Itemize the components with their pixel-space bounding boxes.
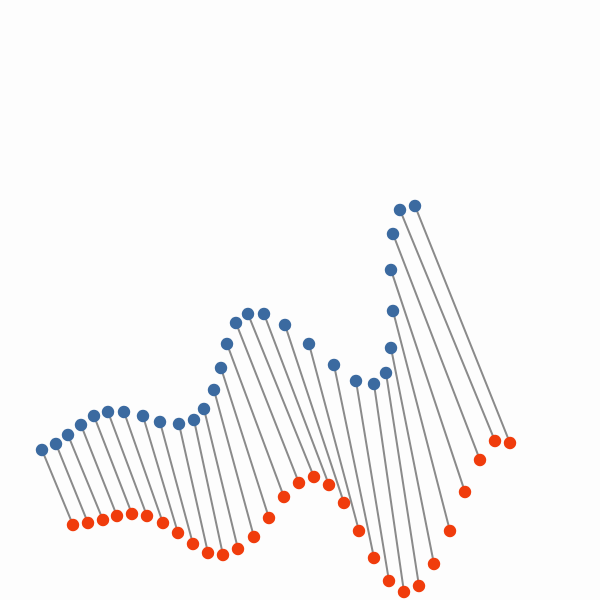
- connector-line: [392, 233, 481, 461]
- connector-line: [142, 415, 179, 534]
- connector-line: [107, 411, 148, 517]
- connector-line: [203, 408, 239, 550]
- connector-line: [193, 419, 224, 556]
- series-a-point: [257, 307, 271, 321]
- series-b-point: [307, 470, 321, 484]
- series-a-point: [384, 263, 398, 277]
- series-b-point: [458, 485, 472, 499]
- connector-line: [41, 449, 74, 526]
- connector-line: [390, 347, 435, 565]
- series-a-point: [386, 304, 400, 318]
- series-a-point: [87, 409, 101, 423]
- connector-line: [390, 269, 466, 493]
- series-b-point: [262, 511, 276, 525]
- series-b-point: [140, 509, 154, 523]
- connector-line: [333, 364, 375, 559]
- series-a-point: [379, 366, 393, 380]
- series-a-point: [101, 405, 115, 419]
- series-a-point: [386, 227, 400, 241]
- series-a-point: [136, 409, 150, 423]
- series-a-point: [207, 383, 221, 397]
- connector-line: [67, 434, 104, 521]
- series-b-point: [473, 453, 487, 467]
- series-b-layer: [66, 434, 517, 599]
- connector-line: [399, 209, 496, 442]
- series-a-point: [197, 402, 211, 416]
- series-a-point: [229, 316, 243, 330]
- series-a-point: [49, 437, 63, 451]
- series-a-layer: [35, 199, 422, 457]
- series-a-point: [74, 418, 88, 432]
- connector-line: [385, 372, 420, 587]
- series-b-point: [292, 476, 306, 490]
- series-a-point: [393, 203, 407, 217]
- series-b-point: [81, 516, 95, 530]
- series-b-point: [171, 526, 185, 540]
- connector-line: [392, 310, 451, 532]
- connector-line: [247, 313, 315, 478]
- series-a-point: [214, 361, 228, 375]
- series-a-point: [349, 374, 363, 388]
- series-a-point: [241, 307, 255, 321]
- series-b-point: [125, 507, 139, 521]
- series-b-point: [231, 542, 245, 556]
- connector-line: [178, 423, 209, 554]
- connector-line: [414, 205, 511, 444]
- connector-line: [263, 313, 330, 486]
- series-a-point: [172, 417, 186, 431]
- series-a-point: [153, 415, 167, 429]
- series-b-point: [96, 513, 110, 527]
- series-b-point: [322, 478, 336, 492]
- connector-line: [373, 383, 405, 593]
- series-a-point: [408, 199, 422, 213]
- series-a-point: [187, 413, 201, 427]
- series-b-point: [247, 530, 261, 544]
- series-a-point: [327, 358, 341, 372]
- connector-line: [220, 367, 270, 519]
- series-b-point: [382, 574, 396, 588]
- series-a-point: [35, 443, 49, 457]
- series-a-point: [367, 377, 381, 391]
- connector-line: [308, 343, 360, 532]
- connector-line: [213, 389, 255, 538]
- series-b-point: [201, 546, 215, 560]
- connector-line: [55, 443, 89, 524]
- series-b-point: [488, 434, 502, 448]
- series-b-point: [66, 518, 80, 532]
- series-a-point: [384, 341, 398, 355]
- series-a-point: [117, 405, 131, 419]
- connector-line: [235, 322, 300, 484]
- connector-line: [123, 411, 164, 524]
- series-b-point: [186, 537, 200, 551]
- series-b-point: [110, 509, 124, 523]
- series-b-point: [503, 436, 517, 450]
- series-b-point: [352, 524, 366, 538]
- series-b-point: [427, 557, 441, 571]
- connector-line: [226, 343, 285, 498]
- connector-layer: [41, 205, 511, 593]
- connector-line: [93, 415, 133, 515]
- connector-line: [80, 424, 118, 517]
- series-b-point: [412, 579, 426, 593]
- series-b-point: [277, 490, 291, 504]
- connector-line: [159, 421, 194, 545]
- connector-line: [355, 380, 390, 582]
- connector-line: [284, 324, 345, 504]
- series-b-point: [397, 585, 411, 599]
- series-a-point: [278, 318, 292, 332]
- series-a-point: [220, 337, 234, 351]
- series-b-point: [367, 551, 381, 565]
- series-b-point: [156, 516, 170, 530]
- series-b-point: [216, 548, 230, 562]
- series-b-point: [443, 524, 457, 538]
- series-a-point: [61, 428, 75, 442]
- series-b-point: [337, 496, 351, 510]
- series-a-point: [302, 337, 316, 351]
